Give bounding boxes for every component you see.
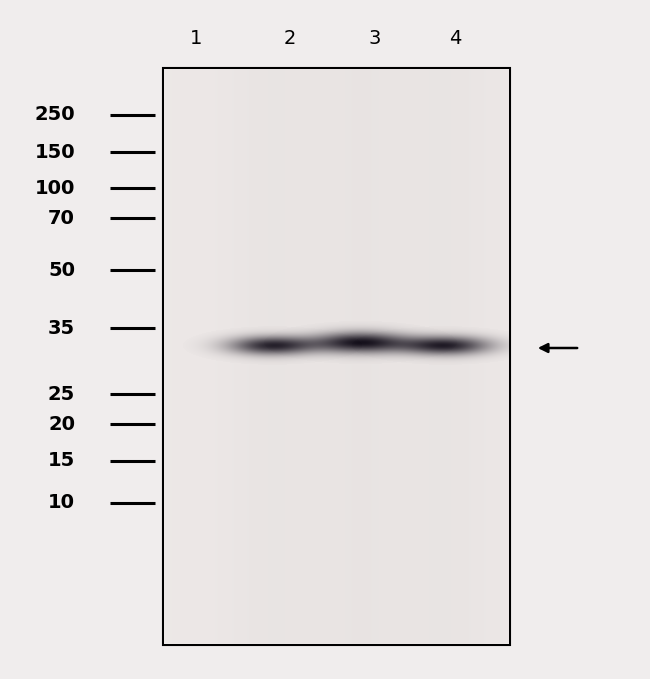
- Text: 150: 150: [34, 143, 75, 162]
- Text: 1: 1: [190, 29, 202, 48]
- Text: 50: 50: [48, 261, 75, 280]
- Text: 15: 15: [47, 452, 75, 471]
- Text: 2: 2: [284, 29, 296, 48]
- Bar: [163, 68, 510, 645]
- Text: 100: 100: [34, 179, 75, 198]
- Text: 35: 35: [48, 318, 75, 337]
- Text: 3: 3: [369, 29, 381, 48]
- Text: 4: 4: [448, 29, 461, 48]
- Text: 10: 10: [48, 494, 75, 513]
- Text: 25: 25: [47, 384, 75, 403]
- Text: 20: 20: [48, 414, 75, 433]
- Text: 70: 70: [48, 208, 75, 227]
- Text: 250: 250: [34, 105, 75, 124]
